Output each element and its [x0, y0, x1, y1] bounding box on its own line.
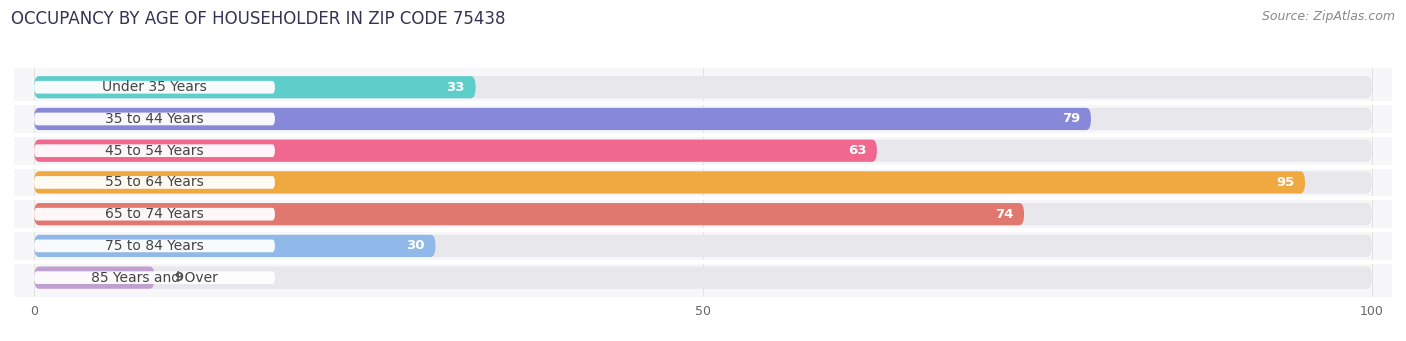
Text: 65 to 74 Years: 65 to 74 Years [105, 207, 204, 221]
FancyBboxPatch shape [34, 171, 1305, 194]
FancyBboxPatch shape [34, 76, 475, 98]
Text: 55 to 64 Years: 55 to 64 Years [105, 175, 204, 190]
FancyBboxPatch shape [34, 235, 1372, 257]
FancyBboxPatch shape [34, 144, 276, 157]
Text: Under 35 Years: Under 35 Years [103, 80, 207, 94]
Text: 75 to 84 Years: 75 to 84 Years [105, 239, 204, 253]
FancyBboxPatch shape [34, 239, 276, 252]
Text: 35 to 44 Years: 35 to 44 Years [105, 112, 204, 126]
FancyBboxPatch shape [34, 203, 1024, 225]
FancyBboxPatch shape [34, 113, 276, 125]
FancyBboxPatch shape [34, 171, 1372, 194]
Text: 45 to 54 Years: 45 to 54 Years [105, 144, 204, 158]
FancyBboxPatch shape [34, 81, 276, 93]
FancyBboxPatch shape [34, 108, 1091, 130]
FancyBboxPatch shape [34, 235, 436, 257]
Text: 63: 63 [848, 144, 866, 157]
Text: 30: 30 [406, 239, 425, 252]
FancyBboxPatch shape [34, 76, 1372, 98]
Text: 33: 33 [446, 81, 465, 94]
FancyBboxPatch shape [34, 271, 276, 284]
FancyBboxPatch shape [34, 208, 276, 221]
Text: 74: 74 [995, 208, 1014, 221]
FancyBboxPatch shape [34, 267, 1372, 289]
FancyBboxPatch shape [34, 139, 877, 162]
Text: 85 Years and Over: 85 Years and Over [91, 271, 218, 285]
Text: Source: ZipAtlas.com: Source: ZipAtlas.com [1261, 10, 1395, 23]
FancyBboxPatch shape [34, 176, 276, 189]
Text: 79: 79 [1062, 113, 1080, 125]
FancyBboxPatch shape [34, 203, 1372, 225]
Text: 9: 9 [174, 271, 184, 284]
Text: OCCUPANCY BY AGE OF HOUSEHOLDER IN ZIP CODE 75438: OCCUPANCY BY AGE OF HOUSEHOLDER IN ZIP C… [11, 10, 506, 28]
FancyBboxPatch shape [34, 108, 1372, 130]
Text: 95: 95 [1277, 176, 1295, 189]
FancyBboxPatch shape [34, 267, 155, 289]
FancyBboxPatch shape [34, 139, 1372, 162]
